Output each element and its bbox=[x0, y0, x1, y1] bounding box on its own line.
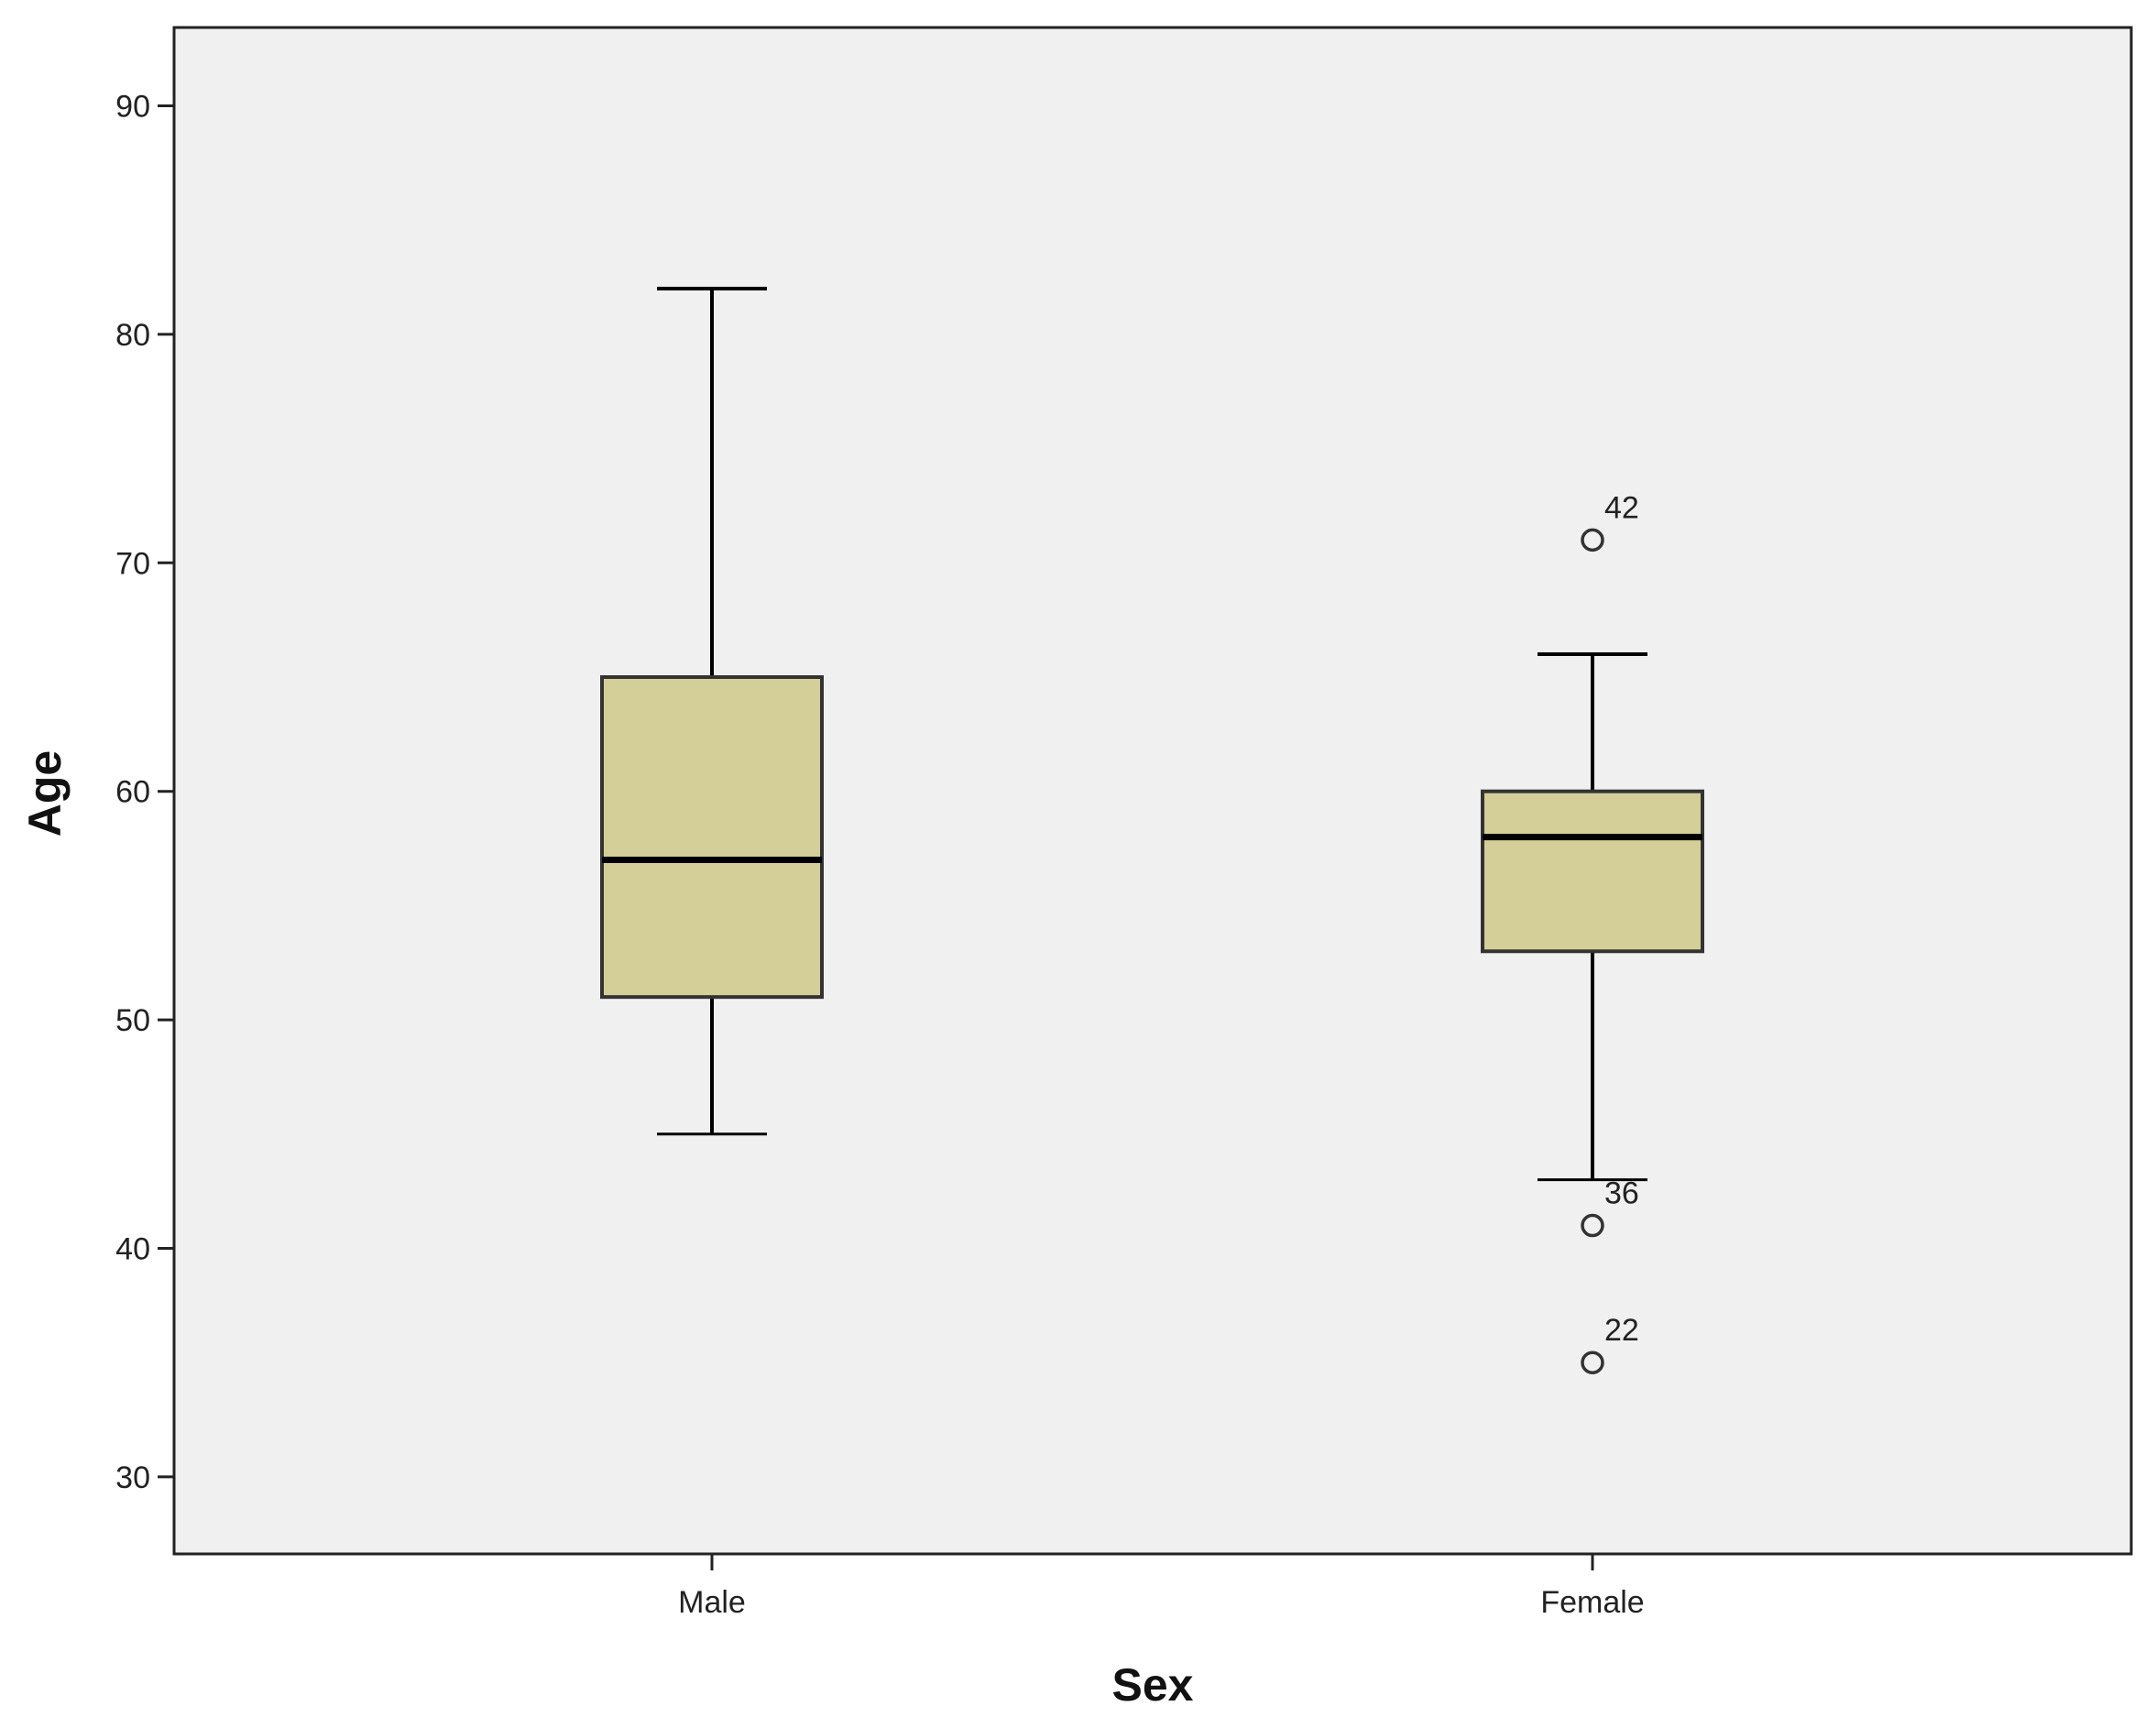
y-tick-label: 50 bbox=[115, 1003, 150, 1038]
y-tick-label: 40 bbox=[115, 1232, 150, 1267]
outlier-label: 22 bbox=[1604, 1313, 1639, 1348]
box-male bbox=[600, 287, 824, 1136]
outlier-point bbox=[1581, 1213, 1604, 1238]
outlier-label: 42 bbox=[1604, 490, 1639, 525]
y-tick-label: 70 bbox=[115, 546, 150, 581]
x-tick-label: Female bbox=[1540, 1585, 1644, 1620]
outlier-point bbox=[1581, 528, 1604, 552]
x-axis-title: Sex bbox=[1112, 1659, 1194, 1711]
x-tick-label: Male bbox=[678, 1585, 746, 1620]
iqr-box bbox=[1481, 789, 1704, 954]
y-tick-label: 60 bbox=[115, 775, 150, 810]
y-tick-label: 30 bbox=[115, 1460, 150, 1495]
boxes: 42 36 22 bbox=[600, 287, 1704, 1374]
y-axis: 30 40 50 60 70 80 90 bbox=[115, 90, 174, 1495]
outlier-point bbox=[1581, 1351, 1604, 1374]
box-female: 42 36 22 bbox=[1481, 490, 1704, 1374]
y-tick-label: 80 bbox=[115, 318, 150, 353]
iqr-box bbox=[600, 675, 824, 1000]
x-axis: Male Female bbox=[678, 1554, 1645, 1620]
plot-area bbox=[172, 26, 2133, 1556]
outlier-label: 36 bbox=[1604, 1176, 1639, 1211]
y-tick-label: 90 bbox=[115, 90, 150, 125]
y-axis-title: Age bbox=[19, 750, 71, 837]
